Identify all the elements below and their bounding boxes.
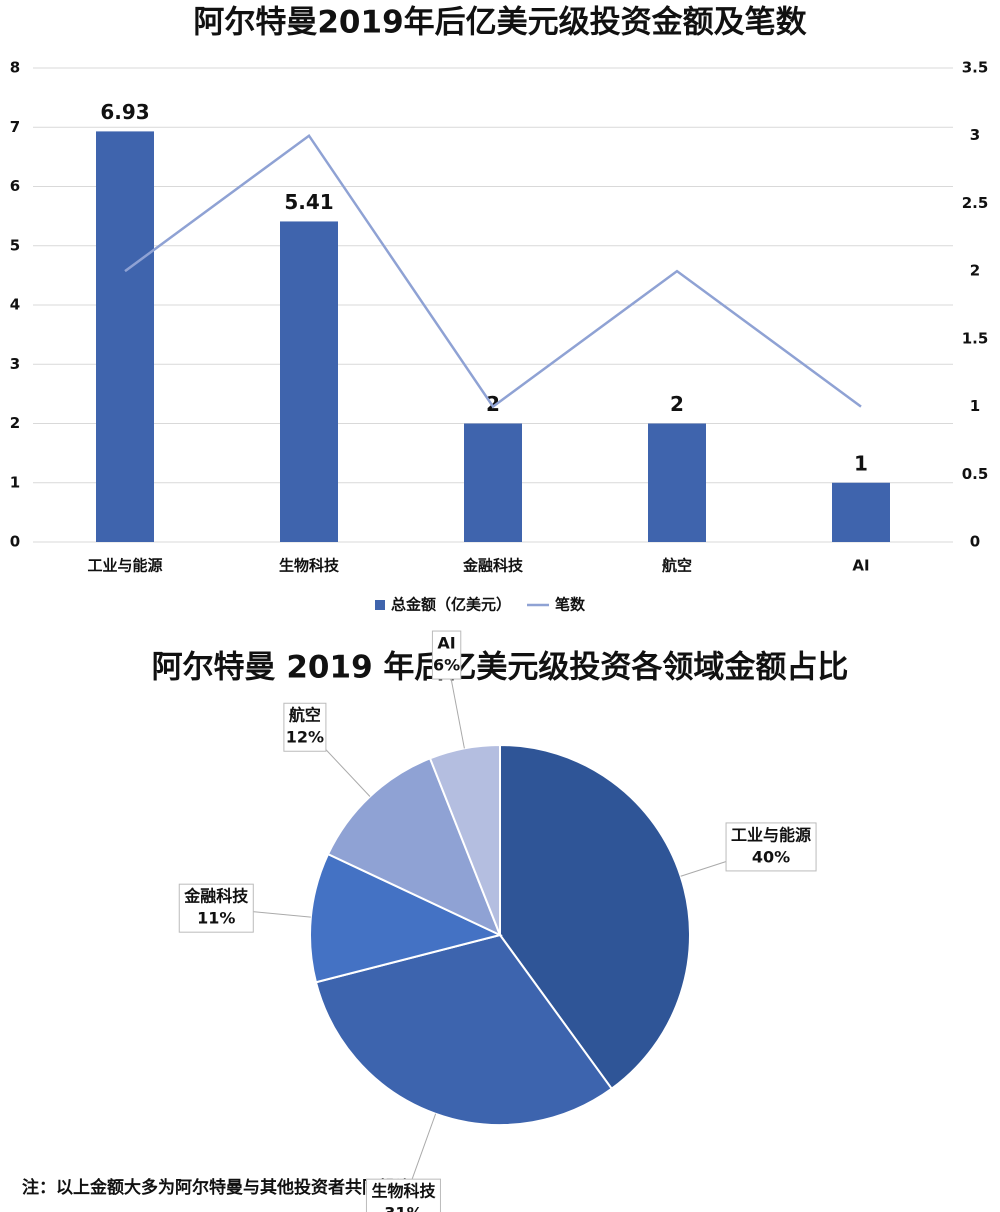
bar — [280, 221, 338, 542]
slice-label: 金融科技 — [183, 887, 249, 906]
data-label: 2 — [486, 392, 500, 416]
y2-tick-label: 2 — [970, 262, 980, 280]
footnote: 注：以上金额大多为阿尔特曼与其他投资者共同投资 — [22, 1177, 413, 1198]
pie-slice — [326, 757, 502, 937]
y-tick-label: 5 — [10, 236, 20, 254]
label-box — [725, 822, 817, 872]
slice-value: 40% — [752, 847, 790, 866]
line — [124, 133, 862, 409]
legend-swatch — [375, 600, 385, 610]
data-label: 6.93 — [100, 100, 149, 124]
data-label: 1 — [854, 451, 868, 475]
legend-label: 总金额（亿美元） — [391, 596, 511, 614]
slice-label: 航空 — [289, 706, 321, 725]
slice-label: AI — [437, 634, 455, 653]
pie-slice — [314, 933, 614, 1126]
y-tick-label: 2 — [10, 414, 20, 432]
slice-value: 12% — [286, 728, 324, 747]
bar — [464, 423, 522, 542]
label-box — [178, 883, 254, 933]
x-tick-label: AI — [852, 557, 869, 575]
y2-tick-label: 1.5 — [962, 329, 989, 347]
slice-value: 6% — [433, 656, 460, 675]
data-label: 5.41 — [284, 190, 333, 214]
chart-title: 阿尔特曼2019年后亿美元级投资金额及笔数 — [193, 5, 806, 41]
y-tick-label: 4 — [10, 296, 20, 314]
label-box — [365, 1178, 441, 1212]
y-tick-label: 3 — [10, 355, 20, 373]
y-tick-label: 1 — [10, 473, 20, 491]
pie-slice — [428, 743, 501, 936]
y2-tick-label: 3 — [970, 126, 980, 144]
y2-tick-label: 0 — [970, 533, 980, 551]
y-tick-label: 6 — [10, 177, 20, 195]
slice-label: 生物科技 — [371, 1182, 436, 1201]
x-tick-label: 金融科技 — [462, 557, 524, 575]
y-tick-label: 0 — [10, 533, 20, 551]
legend-label: 笔数 — [555, 596, 586, 614]
x-tick-label: 生物科技 — [279, 557, 340, 575]
slice-value: 31% — [384, 1204, 422, 1212]
y2-tick-label: 2.5 — [962, 194, 989, 212]
slice-label: 工业与能源 — [731, 825, 811, 844]
y2-tick-label: 3.5 — [962, 59, 989, 77]
chart-title: 阿尔特曼 2019 年后亿美元级投资各领域金额占比 — [152, 650, 849, 686]
bar — [648, 423, 706, 542]
y2-tick-label: 1 — [970, 397, 980, 415]
label-box — [431, 630, 462, 680]
x-tick-label: 航空 — [662, 557, 692, 575]
bar — [96, 131, 154, 542]
y-tick-label: 7 — [10, 118, 20, 136]
slice-value: 11% — [197, 909, 235, 928]
x-tick-label: 工业与能源 — [87, 557, 162, 575]
y2-tick-label: 0.5 — [962, 465, 989, 483]
pie-slice — [499, 743, 691, 1091]
y-tick-label: 8 — [10, 59, 20, 77]
label-box — [283, 702, 327, 752]
bar — [832, 482, 890, 542]
data-label: 2 — [670, 392, 684, 416]
